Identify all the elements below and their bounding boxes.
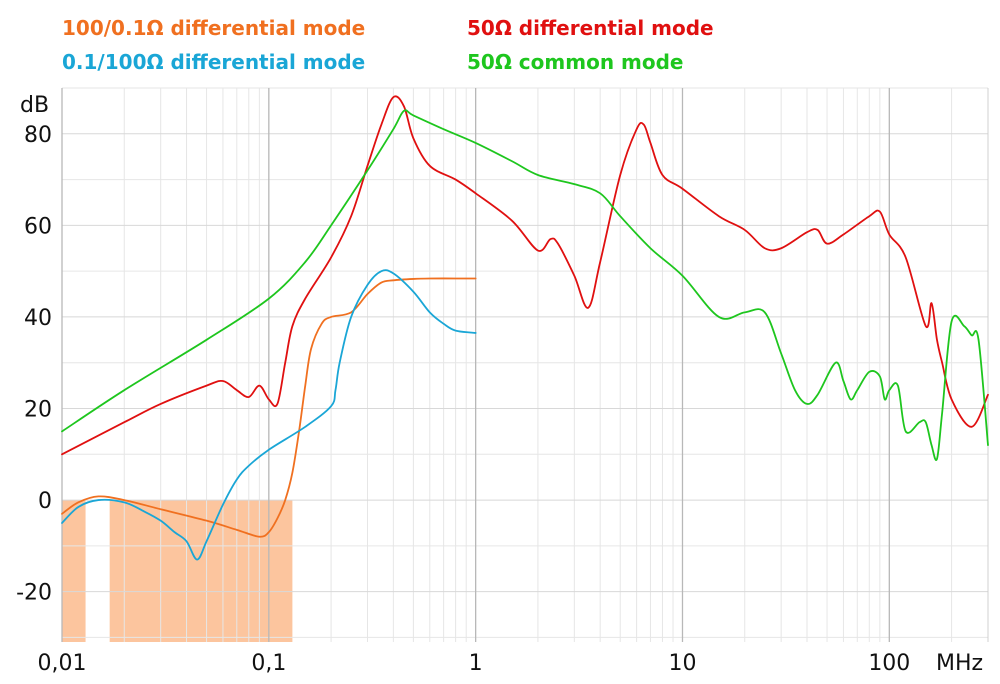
- x-tick-label: 1: [469, 651, 483, 676]
- y-tick-label: -20: [16, 581, 52, 606]
- y-tick-label: 80: [24, 123, 52, 148]
- series-line-3: [61, 95, 989, 456]
- y-tick-labels: -20 0 20 40 60 80: [16, 123, 52, 606]
- y-tick-label: 60: [24, 214, 52, 239]
- x-tick-label: 10: [668, 651, 696, 676]
- shaded-region-2: [109, 500, 293, 642]
- x-tick-labels: 0,01 0,1 1 10 100: [38, 651, 911, 676]
- y-axis-label: dB: [20, 93, 49, 118]
- x-tick-label: 0,1: [251, 651, 286, 676]
- y-tick-label: 0: [38, 489, 52, 514]
- legend-series-1: 100/0.1Ω differential mode: [62, 16, 365, 40]
- y-tick-label: 40: [24, 306, 52, 331]
- legend-series-3: 50Ω differential mode: [467, 16, 714, 40]
- series-line-4: [61, 109, 989, 461]
- x-tick-label: 100: [868, 651, 910, 676]
- shaded-regions: [62, 500, 293, 642]
- shaded-region-1: [62, 500, 86, 642]
- major-gridlines: [61, 88, 989, 642]
- legend-series-2: 0.1/100Ω differential mode: [62, 50, 365, 74]
- series-line-2: [61, 269, 477, 561]
- minor-gridlines: [62, 87, 988, 642]
- x-tick-label: 0,01: [38, 651, 87, 676]
- data-series: [61, 95, 989, 561]
- x-axis-label: MHz: [936, 651, 983, 676]
- y-tick-label: 20: [24, 397, 52, 422]
- legend-series-4: 50Ω common mode: [467, 50, 683, 74]
